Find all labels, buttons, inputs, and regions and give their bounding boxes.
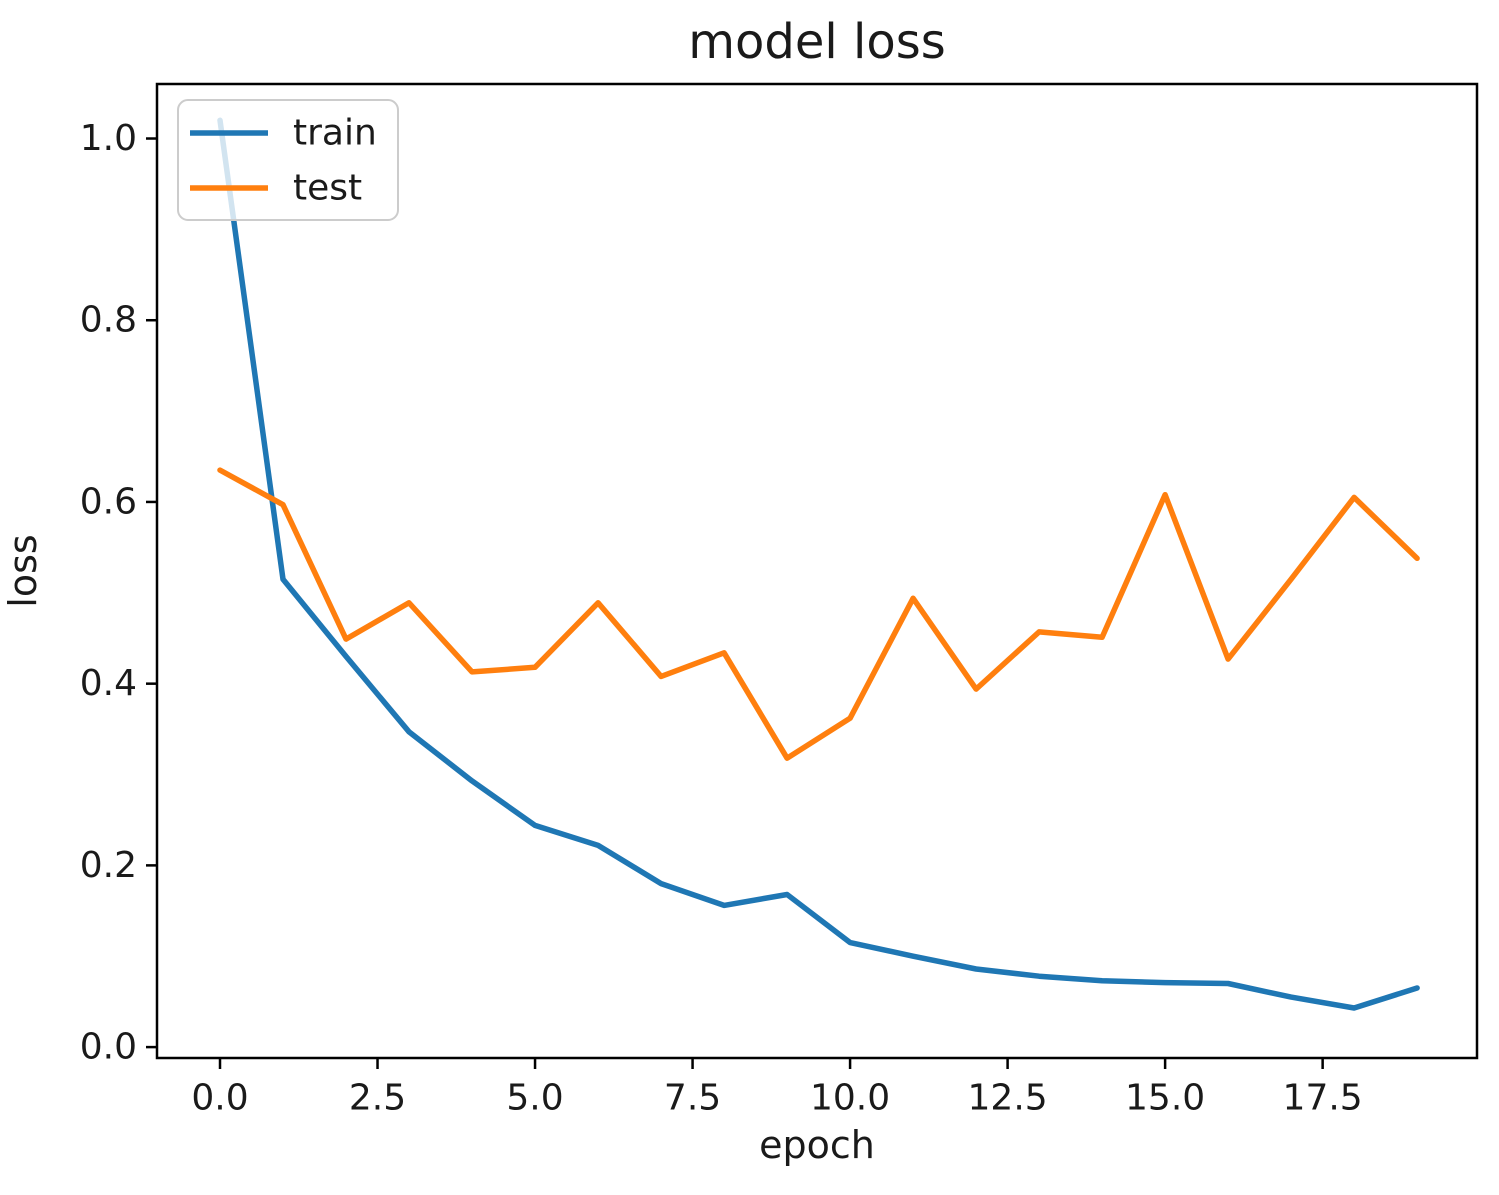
- plot-spines: [155, 82, 1479, 1060]
- series-lines: [217, 117, 1420, 1011]
- x-axis-label: epoch: [759, 1123, 875, 1167]
- x-tick-label: 15.0: [1125, 1078, 1205, 1119]
- y-axis-ticks: 0.0 0.2 0.4 0.6 0.8 1.0: [80, 118, 157, 1068]
- x-tick-label: 7.5: [664, 1078, 721, 1119]
- x-tick-label: 17.5: [1283, 1078, 1363, 1119]
- x-axis-ticks: 0.0 2.5 5.0 7.5 10.0 12.5 15.0 17.5: [191, 1058, 1363, 1119]
- x-tick-label: 5.0: [506, 1078, 563, 1119]
- legend-label-train: train: [293, 113, 377, 154]
- x-tick-label: 2.5: [349, 1078, 406, 1119]
- chart-title: model loss: [688, 14, 945, 70]
- y-tick-label: 0.6: [80, 481, 137, 522]
- x-tick-label: 12.5: [968, 1078, 1048, 1119]
- legend: train test: [177, 99, 399, 221]
- y-tick-label: 0.2: [80, 845, 137, 886]
- series-line-test: [217, 467, 1420, 761]
- x-tick-label: 0.0: [191, 1078, 248, 1119]
- y-tick-label: 0.4: [80, 663, 137, 704]
- x-tick-label: 10.0: [810, 1078, 890, 1119]
- y-tick-label: 0.0: [80, 1027, 137, 1068]
- legend-label-test: test: [293, 168, 362, 209]
- series-line-train: [217, 117, 1420, 1011]
- axes: [155, 82, 1479, 1060]
- y-axis-label: loss: [1, 534, 45, 607]
- y-tick-label: 0.8: [80, 300, 137, 341]
- y-tick-label: 1.0: [80, 118, 137, 159]
